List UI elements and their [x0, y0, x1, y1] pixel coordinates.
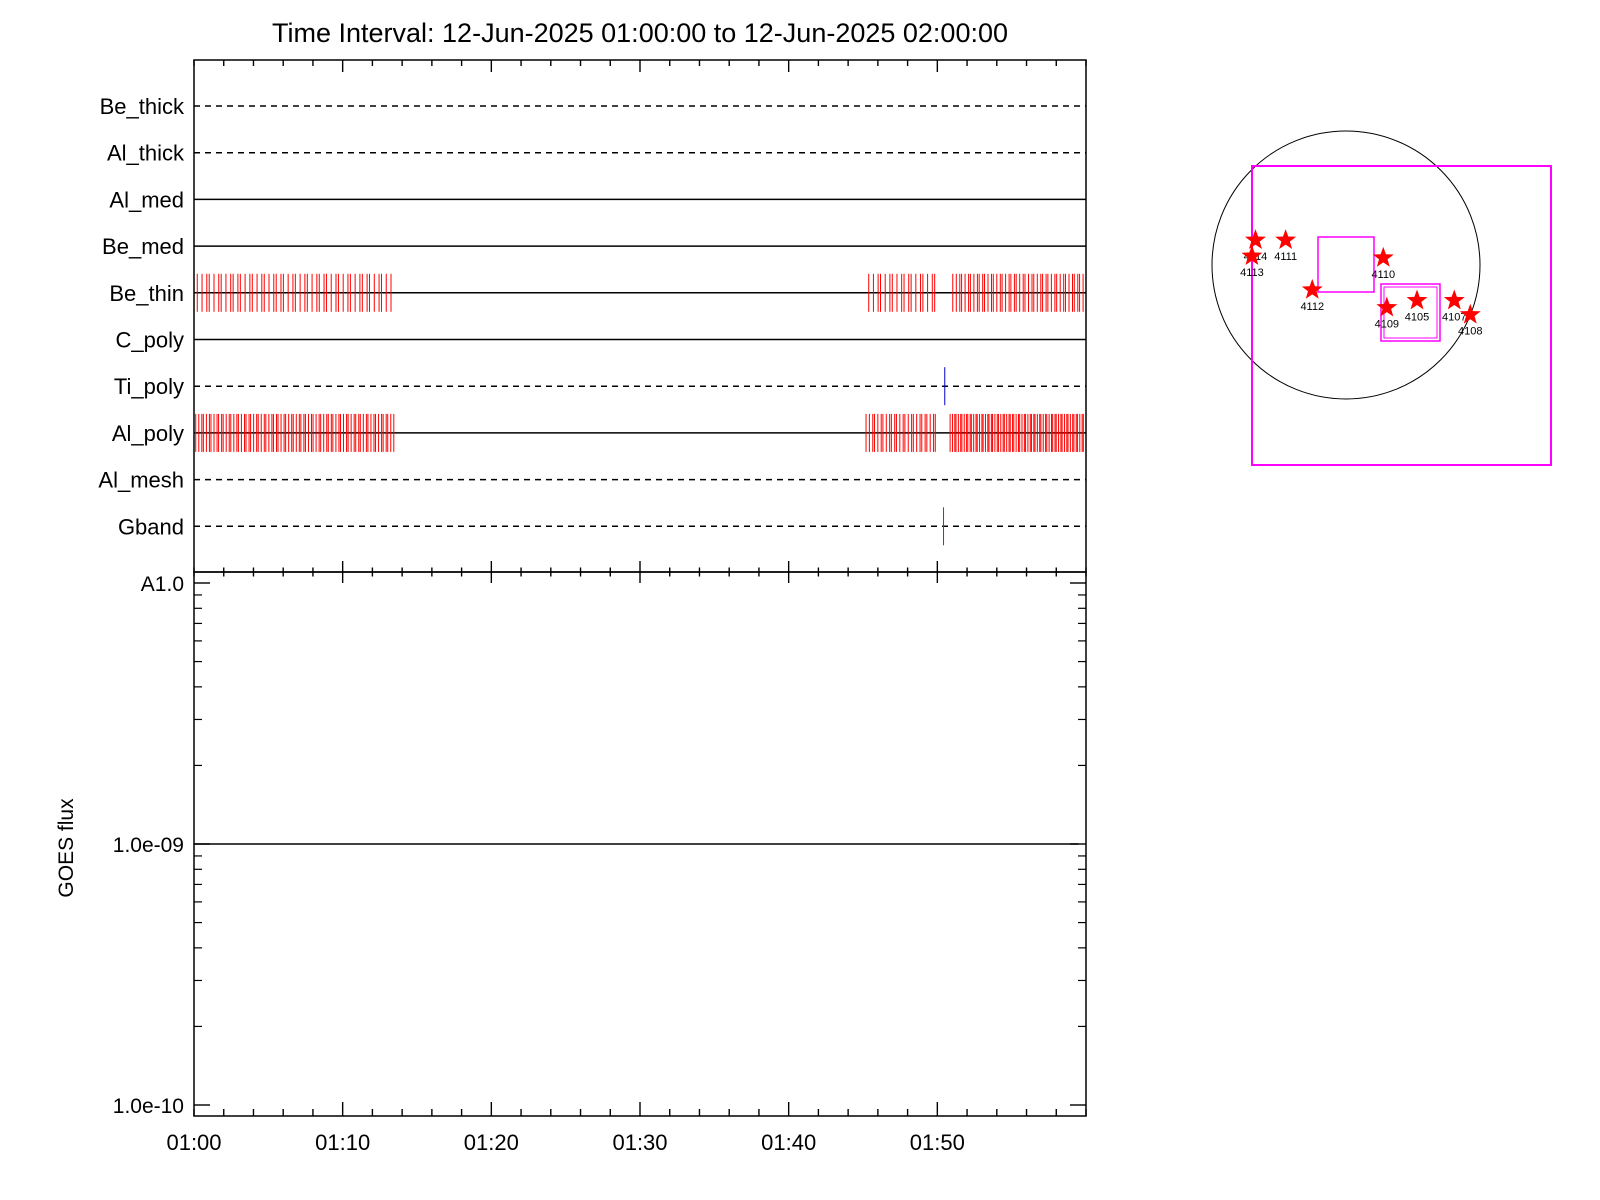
channel-label: Ti_poly: [114, 374, 184, 399]
active-region-label: 4113: [1240, 267, 1264, 279]
active-region-star: [1245, 229, 1266, 250]
chart-title: Time Interval: 12-Jun-2025 01:00:00 to 1…: [272, 18, 1008, 48]
active-region-label: 4107: [1442, 312, 1466, 324]
y-axis-label: GOES flux: [55, 798, 78, 898]
active-region-label: 4112: [1300, 301, 1324, 313]
channel-label: Be_med: [102, 234, 184, 259]
active-region-star: [1443, 289, 1465, 310]
active-region-star: [1301, 278, 1323, 299]
x-tick-label: 01:40: [761, 1130, 816, 1155]
timeline-panel: Be_thick Al_thick Al_med Be_med Be_thin C_pol…: [98, 59, 1087, 573]
x-tick-label: 01:10: [315, 1130, 370, 1155]
channel-label: Be_thick: [100, 94, 185, 119]
field-of-view-box: [1251, 165, 1552, 466]
active-region-label: 4110: [1371, 269, 1395, 281]
pointing-box: [1380, 283, 1441, 342]
channel-label: Al_mesh: [98, 468, 184, 493]
active-region-star: [1459, 303, 1481, 324]
x-tick-label: 01:20: [464, 1130, 519, 1155]
goes-flux-panel: 01:00 01:10 01:20 01:30 01:40 01:50 A1.0 1.0e-0…: [113, 561, 1087, 1155]
solar-disk: [1211, 130, 1481, 400]
active-region-star: [1376, 296, 1398, 317]
active-region-label: 4111: [1274, 251, 1297, 263]
channel-label: C_poly: [116, 328, 184, 353]
channel-label: Al_med: [109, 187, 184, 212]
y-tick-label: 1.0e-10: [113, 1095, 184, 1118]
channel-label: Al_poly: [112, 421, 184, 446]
active-region-label: 4109: [1375, 319, 1399, 331]
solar-disk-panel: 411441134111411241104109410541074108: [1211, 130, 1552, 466]
y-tick-label: A1.0: [141, 573, 184, 596]
active-region-star: [1372, 246, 1394, 267]
channel-label: Be_thin: [109, 281, 184, 306]
y-tick-label: 1.0e-09: [113, 834, 184, 857]
x-tick-label: 01:50: [910, 1130, 965, 1155]
x-tick-label: 01:30: [612, 1130, 667, 1155]
active-region-label: 4108: [1458, 326, 1482, 338]
pointing-box: [1317, 236, 1375, 293]
x-tick-label: 01:00: [166, 1130, 221, 1155]
active-region-label: 4105: [1405, 312, 1429, 324]
active-region-star: [1275, 229, 1297, 250]
active-region-star: [1241, 245, 1263, 266]
active-region-star: [1406, 289, 1428, 310]
channel-label: Al_thick: [107, 141, 185, 166]
timeline-frame: [193, 59, 1087, 573]
channel-label: Gband: [118, 514, 184, 539]
